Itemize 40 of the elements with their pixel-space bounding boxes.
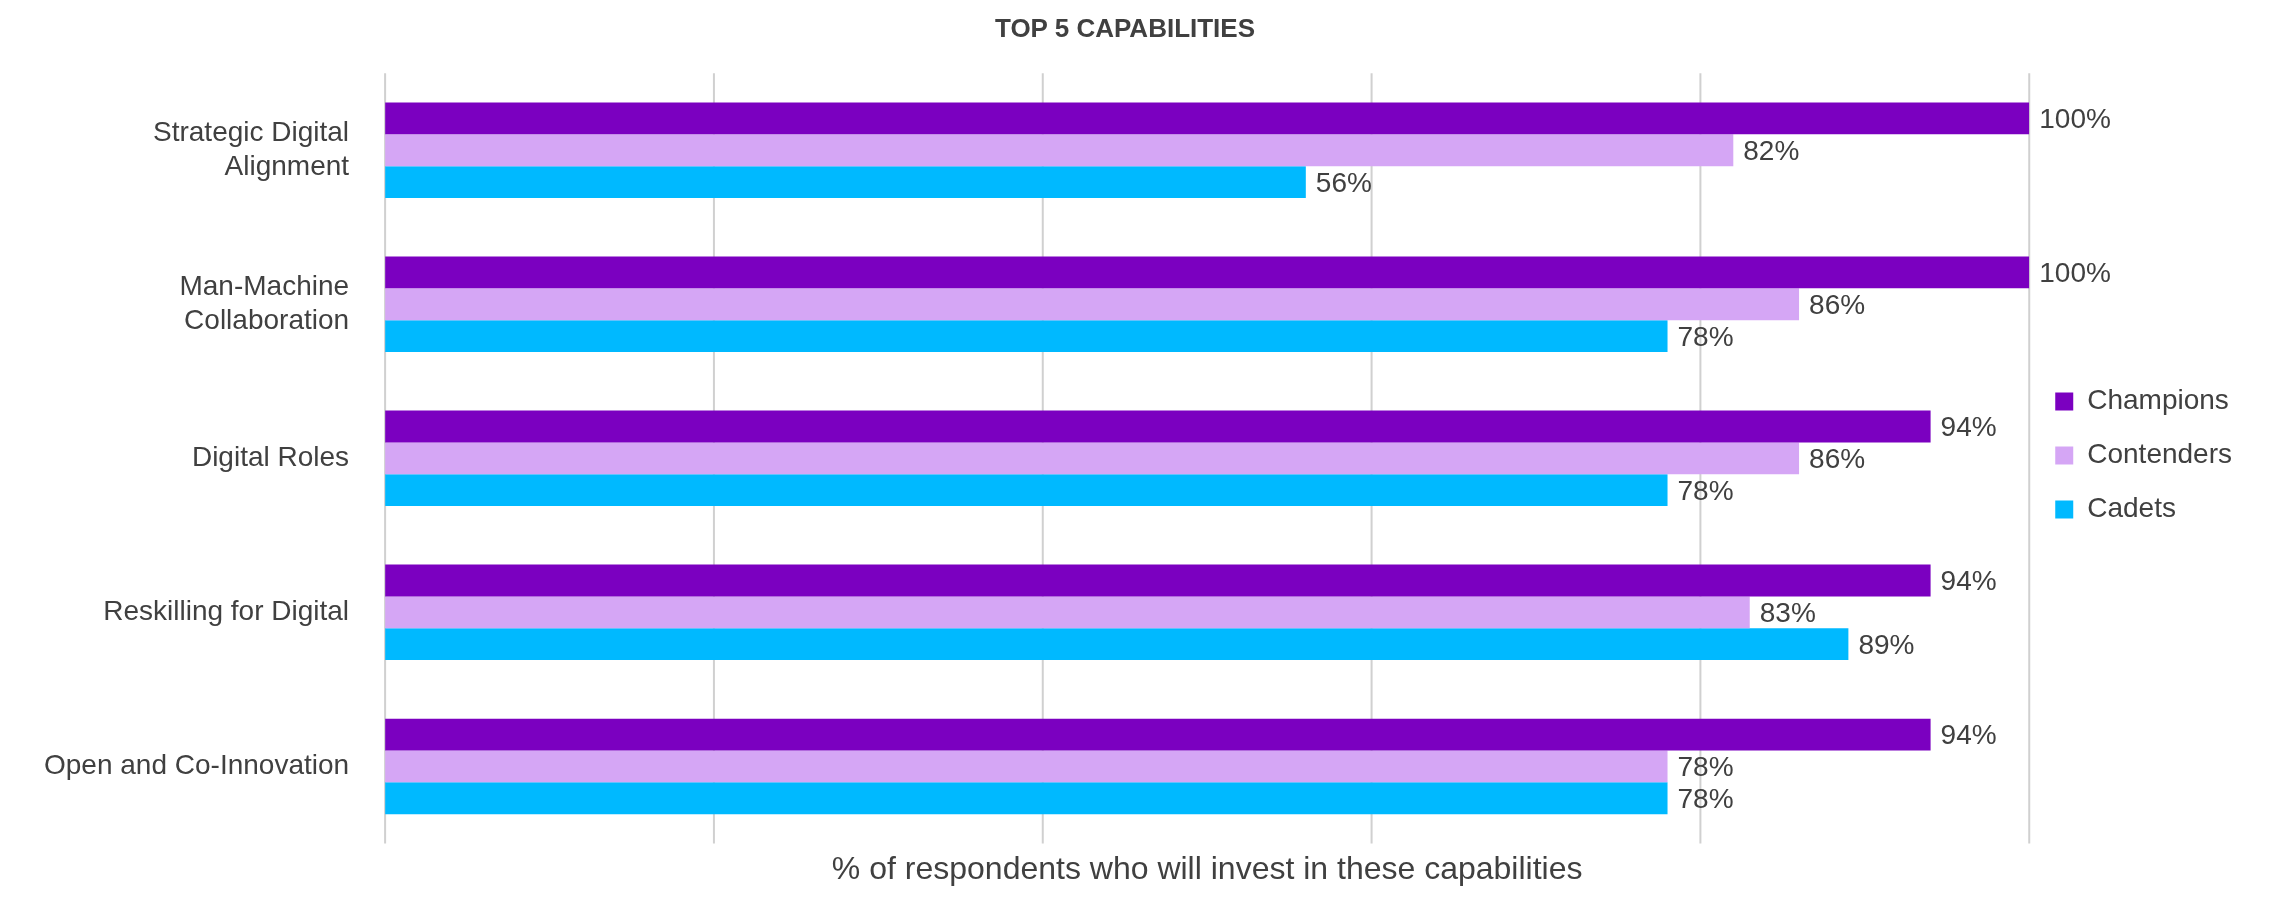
legend-label: Contenders: [2087, 438, 2233, 470]
y-tick-label: Reskilling for Digital: [103, 595, 350, 627]
x-axis-title: % of respondents who will invest in these capabilities: [831, 850, 1583, 887]
bar: [385, 474, 1668, 507]
legend-label: Champions: [2087, 384, 2229, 416]
data-label: 94%: [1940, 565, 1997, 597]
bar: [385, 320, 1668, 353]
bar: [385, 442, 1800, 475]
data-label: 89%: [1858, 628, 1915, 660]
bar: [385, 628, 1849, 661]
y-tick-label: Open and Co-Innovation: [43, 749, 350, 781]
bar: [385, 564, 1931, 597]
bar: [385, 288, 1800, 321]
data-label: 56%: [1315, 166, 1372, 198]
data-label: 82%: [1743, 134, 1800, 166]
legend-label: Cadets: [2087, 492, 2176, 524]
bar: [385, 718, 1931, 751]
data-label: 78%: [1677, 320, 1734, 352]
data-label: 83%: [1759, 597, 1816, 629]
y-tick-label: Digital Roles: [191, 441, 350, 473]
bar: [385, 410, 1931, 443]
data-label: 86%: [1809, 443, 1866, 475]
chart-title: TOP 5 CAPABILITIES: [994, 12, 1256, 43]
data-label: 78%: [1677, 751, 1734, 783]
data-label: 86%: [1809, 288, 1866, 320]
bar: [385, 782, 1668, 815]
data-label: 100%: [2039, 257, 2111, 289]
y-tick-label: Strategic Digital Alignment: [153, 116, 350, 181]
data-label: 78%: [1677, 782, 1734, 814]
data-label: 94%: [1940, 719, 1997, 751]
data-label: 94%: [1940, 411, 1997, 443]
bar: [385, 596, 1750, 629]
data-label: 78%: [1677, 474, 1734, 506]
bar: [385, 134, 1734, 167]
y-tick-label: Man-Machine Collaboration: [179, 270, 350, 335]
bar: [385, 102, 2030, 135]
bar: [385, 750, 1668, 783]
bar: [385, 256, 2030, 289]
data-label: 100%: [2039, 103, 2111, 135]
bar: [385, 166, 1306, 198]
